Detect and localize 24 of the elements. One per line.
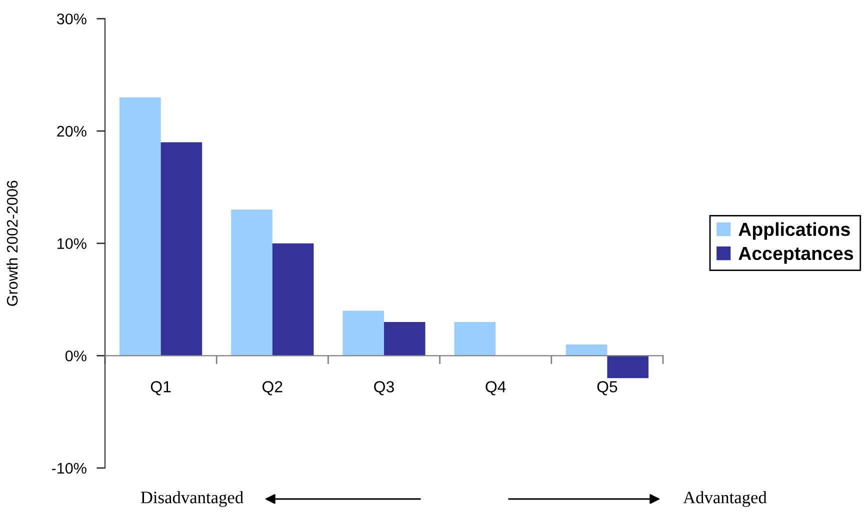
- x-tick-label: Q1: [150, 381, 171, 396]
- x-tick-label: Q3: [374, 381, 394, 396]
- bar: [272, 243, 314, 356]
- bar: [384, 322, 426, 356]
- bar: [160, 142, 202, 356]
- y-tick-label: 20%: [57, 126, 86, 137]
- bar: [607, 356, 648, 378]
- x-tick-label: Q2: [262, 381, 282, 396]
- y-tick-label: -10%: [52, 462, 86, 474]
- x-tick-label: Q5: [597, 381, 618, 396]
- y-tick-label: 30%: [56, 14, 86, 24]
- bar: [231, 210, 272, 356]
- text: Disadvantaged: [140, 491, 244, 507]
- bar: [454, 322, 496, 356]
- bar: [342, 310, 384, 356]
- y-tick-label: 10%: [58, 238, 86, 250]
- legend-label: Applications: [738, 222, 850, 240]
- x-tick-label: Q4: [486, 381, 506, 396]
- bar: [120, 97, 161, 356]
- text: Advantaged: [683, 491, 767, 507]
- bar: [566, 344, 608, 356]
- y-axis-title: Growth 2002-2006: [6, 180, 18, 306]
- y-tick-label: 0%: [65, 350, 86, 362]
- legend-label: Acceptances: [738, 246, 854, 264]
